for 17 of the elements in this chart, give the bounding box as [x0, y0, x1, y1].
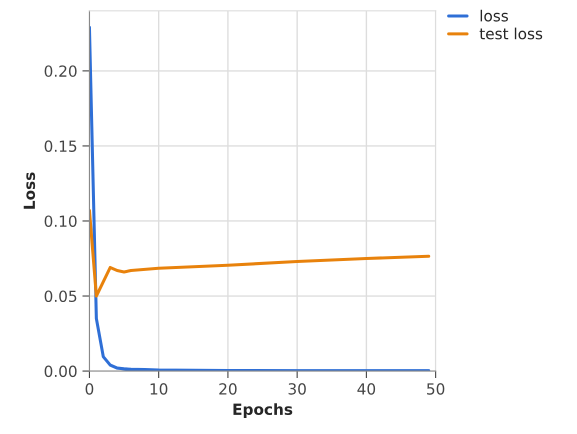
y-tick-label: 0.10 — [44, 215, 77, 227]
x-tick-label: 0 — [86, 383, 94, 395]
line-series — [89, 26, 430, 372]
y-tick-label: 0.20 — [44, 65, 77, 77]
y-axis-title: Loss — [24, 172, 36, 209]
x-tick-label: 10 — [150, 383, 168, 395]
line-series — [89, 208, 430, 298]
x-tick-label: 40 — [357, 383, 376, 395]
x-tick-label: 20 — [219, 383, 237, 395]
x-tick-label: 50 — [427, 383, 444, 395]
x-tick-label: 30 — [288, 383, 306, 395]
y-tick-label: 0.05 — [44, 290, 76, 302]
y-tick-label: 0.15 — [44, 140, 76, 152]
x-axis-title: Epochs — [233, 403, 292, 418]
legend-label: loss — [480, 10, 508, 22]
y-tick-label: 0.00 — [44, 366, 77, 378]
legend-label: test loss — [480, 28, 542, 40]
